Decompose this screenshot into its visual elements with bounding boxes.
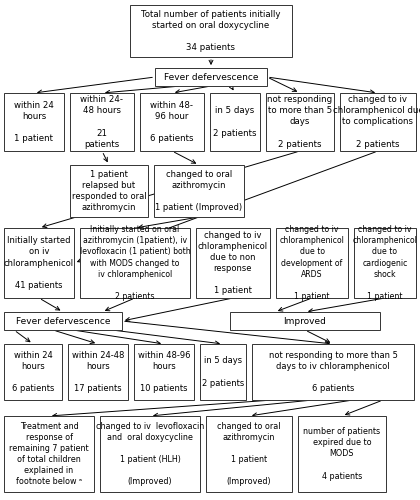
Text: changed to iv
chloramphenicol
due to
cardiogenic
shock

1 patient: changed to iv chloramphenicol due to car…	[352, 225, 417, 301]
Text: Initially started on oral
azithromycin (1patient), iv
levofloxacin (1 patient) b: Initially started on oral azithromycin (…	[80, 225, 190, 301]
Text: changed to iv
chloramphenicol
due to non
response

1 patient: changed to iv chloramphenicol due to non…	[198, 231, 268, 295]
Text: number of patients
expired due to
MODS

4 patients: number of patients expired due to MODS 4…	[303, 428, 381, 480]
Bar	[134, 344, 194, 400]
Bar	[4, 312, 122, 330]
Bar	[266, 93, 334, 151]
Bar	[68, 344, 128, 400]
Bar	[80, 228, 190, 298]
Bar	[354, 228, 416, 298]
Text: changed to oral
azithromycin

1 patient (Improved): changed to oral azithromycin 1 patient (…	[155, 170, 243, 212]
Text: within 24-48
hours

17 patients: within 24-48 hours 17 patients	[72, 351, 124, 393]
Bar	[100, 416, 200, 492]
Text: Fever defervescence: Fever defervescence	[164, 72, 258, 82]
Text: Fever defervescence: Fever defervescence	[16, 316, 110, 326]
Bar	[230, 312, 380, 330]
Text: in 5 days

2 patients: in 5 days 2 patients	[213, 106, 257, 138]
Bar	[154, 165, 244, 217]
Bar	[298, 416, 386, 492]
Text: changed to iv
chloramphenicol due
to complications

2 patients: changed to iv chloramphenicol due to com…	[333, 96, 420, 148]
Text: within 24
hours

1 patient: within 24 hours 1 patient	[14, 101, 54, 143]
Bar	[4, 93, 64, 151]
Bar	[340, 93, 416, 151]
Text: changed to iv  levofloxacin
and  oral doxycycline

1 patient (HLH)

(Improved): changed to iv levofloxacin and oral doxy…	[96, 422, 204, 486]
Text: within 48-
96 hour

6 patients: within 48- 96 hour 6 patients	[150, 101, 194, 143]
Text: Total number of patients initially
started on oral doxycycline

34 patients: Total number of patients initially start…	[141, 10, 281, 52]
Bar	[70, 165, 148, 217]
Bar	[276, 228, 348, 298]
Text: not responding
to more than 5
days

2 patients: not responding to more than 5 days 2 pat…	[268, 96, 333, 148]
Text: within 24
hours

6 patients: within 24 hours 6 patients	[12, 351, 54, 393]
Bar	[196, 228, 270, 298]
Bar	[4, 416, 94, 492]
Bar	[200, 344, 246, 400]
Bar	[210, 93, 260, 151]
Text: within 24-
48 hours

21
patients: within 24- 48 hours 21 patients	[81, 96, 123, 148]
Bar	[130, 5, 292, 57]
Bar	[140, 93, 204, 151]
Text: Initially started
on iv
chloramphenicol

41 patients: Initially started on iv chloramphenicol …	[4, 236, 74, 290]
Bar	[155, 68, 267, 86]
Bar	[252, 344, 414, 400]
Text: within 48-96
hours

10 patients: within 48-96 hours 10 patients	[138, 351, 190, 393]
Text: Improved: Improved	[284, 316, 326, 326]
Bar	[70, 93, 134, 151]
Text: not responding to more than 5
days to iv chloramphenicol

6 patients: not responding to more than 5 days to iv…	[268, 351, 397, 393]
Text: Treatment and
response of
remaining 7 patient
of total children
explained in
foo: Treatment and response of remaining 7 pa…	[9, 422, 89, 486]
Text: changed to oral
azithromycin

1 patient

(Improved): changed to oral azithromycin 1 patient (…	[217, 422, 281, 486]
Text: in 5 days

2 patients: in 5 days 2 patients	[202, 356, 244, 388]
Bar	[206, 416, 292, 492]
Bar	[4, 228, 74, 298]
Bar	[4, 344, 62, 400]
Text: changed to iv
chloramphenicol
due to
development of
ARDS

1 patient: changed to iv chloramphenicol due to dev…	[280, 225, 344, 301]
Text: 1 patient
relapsed but
responded to oral
azithromycin: 1 patient relapsed but responded to oral…	[72, 170, 146, 212]
